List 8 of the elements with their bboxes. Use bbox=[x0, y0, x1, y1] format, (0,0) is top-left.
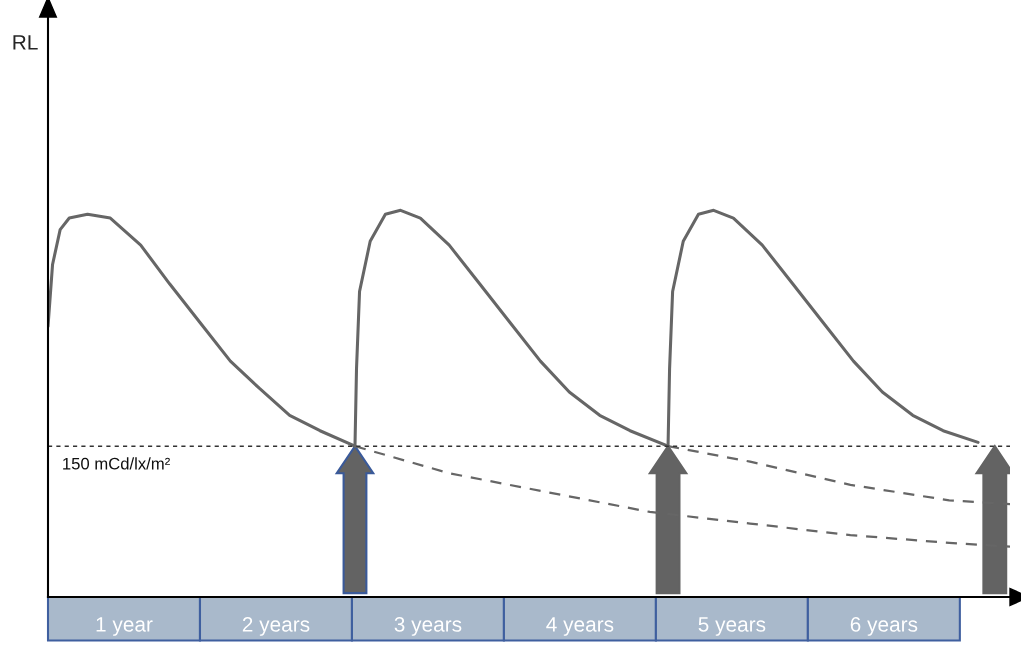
x-tick-label: 1 year bbox=[96, 617, 153, 636]
x-tick-label: 5 years bbox=[698, 617, 766, 636]
x-tick-label: 4 years bbox=[546, 617, 614, 636]
x-tick-label: 3 years bbox=[394, 616, 462, 636]
text: RL bbox=[13, 35, 38, 50]
x-tick-label: 2 years bbox=[242, 616, 310, 636]
ref-line-label: 150 mCd/lx/m² bbox=[63, 457, 170, 470]
x-tick-label: 6 years bbox=[850, 616, 918, 636]
